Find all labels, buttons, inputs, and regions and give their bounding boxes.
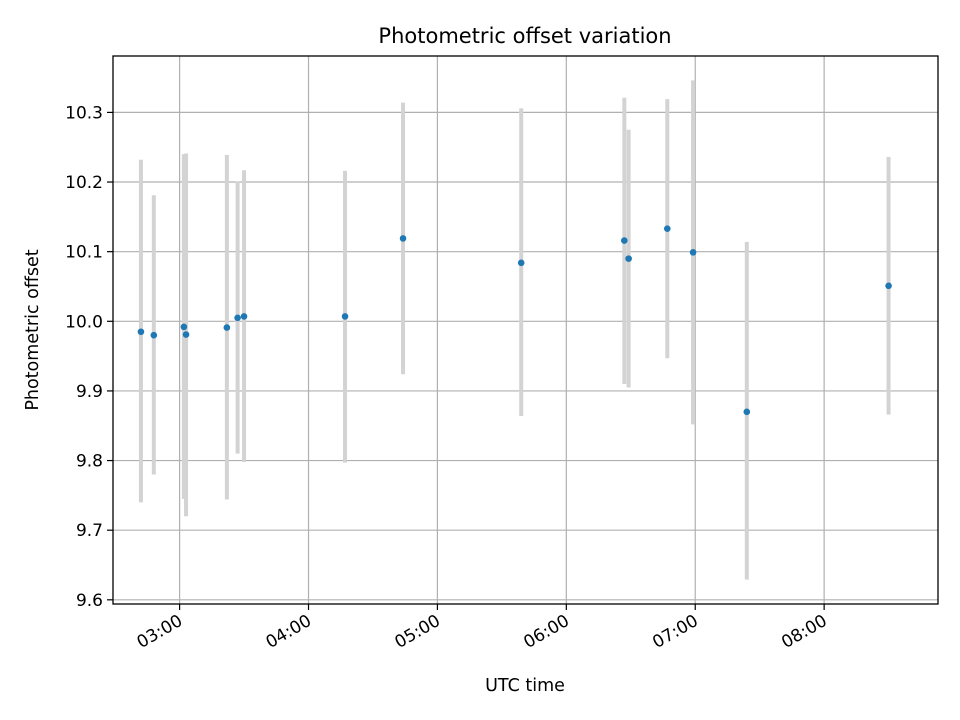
y-tick-label: 10.0 [65, 312, 103, 332]
data-point [150, 331, 158, 339]
y-axis-label: Photometric offset [23, 249, 43, 410]
data-point [621, 237, 628, 244]
y-tick-label: 9.8 [76, 452, 103, 472]
data-point [240, 313, 248, 320]
x-axis-label: UTC time [485, 676, 565, 696]
data-point [137, 328, 145, 336]
data-point [223, 324, 231, 331]
plot-frame [112, 55, 939, 605]
data-point [663, 225, 671, 232]
grid [113, 56, 938, 604]
data-point [234, 314, 241, 322]
data-point [182, 331, 190, 338]
data-point [517, 259, 525, 267]
data-point [689, 249, 697, 256]
data-point [399, 235, 407, 242]
data-point [625, 255, 632, 262]
data-point [180, 323, 188, 331]
data-point [743, 408, 751, 416]
data-point [885, 282, 892, 290]
y-tick-label: 9.9 [76, 382, 103, 402]
y-axis-ticks: 9.6 9.7 9.8 9.9 10.0 10.1 10.2 10.3 [65, 103, 113, 611]
y-tick-label: 9.7 [76, 521, 103, 541]
data-markers [137, 225, 892, 416]
y-tick-label: 10.1 [65, 243, 103, 263]
data-point [341, 313, 349, 320]
y-tick-label: 10.3 [65, 103, 103, 123]
y-tick-label: 9.6 [76, 591, 103, 611]
chart-title: Photometric offset variation [378, 24, 671, 48]
y-tick-label: 10.2 [65, 173, 103, 193]
